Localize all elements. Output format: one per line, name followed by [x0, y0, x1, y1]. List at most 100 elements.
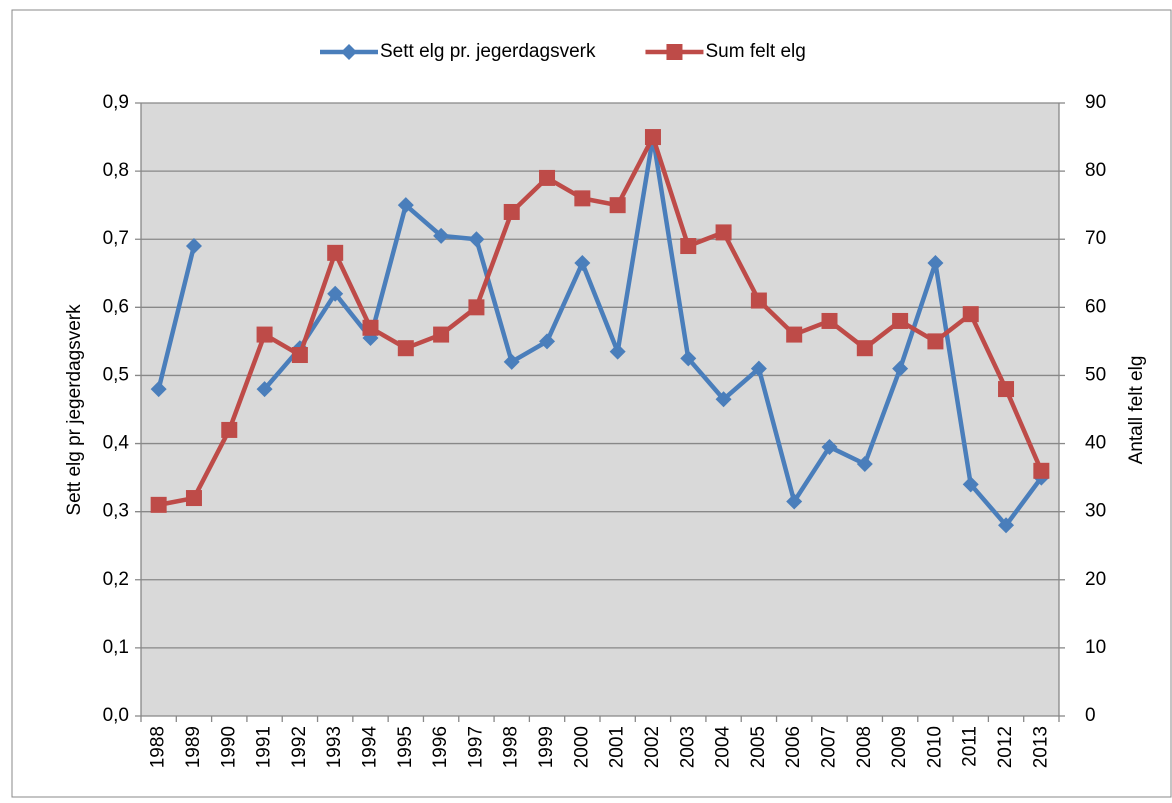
point — [962, 306, 979, 323]
point — [574, 190, 591, 207]
point — [609, 197, 626, 214]
y-tick-label: 0,3 — [103, 501, 129, 522]
point — [609, 343, 626, 360]
point — [256, 381, 273, 398]
point — [680, 238, 697, 255]
x-tick-label: 2002 — [642, 726, 663, 768]
point — [715, 391, 732, 408]
point — [539, 333, 556, 350]
point — [221, 421, 238, 438]
y2-tick-label: 0 — [1085, 705, 1096, 726]
point — [468, 299, 485, 316]
x-tick-label: 2012 — [995, 726, 1016, 768]
point — [185, 238, 202, 255]
point — [750, 292, 767, 309]
x-tick-label: 1994 — [360, 726, 381, 769]
y2-tick-label: 70 — [1085, 228, 1106, 249]
y2-tick-label: 90 — [1085, 92, 1106, 113]
y-tick-label: 0,7 — [103, 228, 129, 249]
point — [150, 496, 167, 513]
x-tick-label: 2011 — [960, 726, 981, 767]
point — [892, 360, 909, 377]
point — [715, 224, 732, 241]
legend-marker — [341, 44, 357, 60]
point — [150, 381, 167, 398]
x-tick-label: 2004 — [713, 726, 734, 769]
point — [503, 203, 520, 220]
point — [821, 312, 838, 329]
x-tick-label: 1996 — [430, 726, 451, 768]
point — [856, 340, 873, 357]
point — [256, 326, 273, 343]
y-tick-label: 0,6 — [103, 296, 129, 317]
y-tick-label: 0,2 — [103, 569, 129, 590]
y-tick-label: 0,1 — [103, 637, 129, 658]
x-tick-label: 1998 — [501, 726, 522, 768]
y-axis-title: Sett elg pr jegerdagsverk — [64, 304, 85, 516]
y-tick-label: 0,9 — [103, 92, 129, 113]
y-tick-label: 0,8 — [103, 160, 129, 181]
point — [962, 476, 979, 493]
point — [998, 381, 1015, 398]
point — [821, 438, 838, 455]
point — [998, 517, 1015, 534]
point — [503, 353, 520, 370]
x-tick-label: 2006 — [783, 726, 804, 768]
x-tick-label: 2000 — [571, 726, 592, 768]
x-tick-label: 1991 — [254, 726, 275, 768]
point — [327, 285, 344, 302]
y-tick-label: 0,5 — [103, 364, 129, 385]
point — [433, 326, 450, 343]
x-tick-label: 1997 — [465, 726, 486, 768]
x-tick-label: 1999 — [536, 726, 557, 768]
x-tick-label: 2007 — [819, 726, 840, 768]
x-tick-label: 2001 — [607, 726, 628, 768]
point — [1033, 462, 1050, 479]
y-tick-label: 0,4 — [103, 433, 130, 454]
x-tick-label: 2003 — [677, 726, 698, 768]
x-tick-label: 2005 — [748, 726, 769, 768]
point — [397, 340, 414, 357]
point — [927, 333, 944, 350]
x-tick-label: 1988 — [148, 726, 169, 768]
x-tick-label: 2010 — [924, 726, 945, 768]
point — [433, 227, 450, 244]
y2-tick-label: 10 — [1085, 637, 1106, 658]
y2-tick-label: 30 — [1085, 501, 1106, 522]
point — [185, 490, 202, 507]
point — [644, 129, 661, 146]
x-tick-label: 1989 — [183, 726, 204, 768]
point — [680, 350, 697, 367]
y2-tick-label: 40 — [1085, 433, 1106, 454]
point — [927, 255, 944, 272]
x-tick-label: 1995 — [395, 726, 416, 768]
point — [750, 360, 767, 377]
point — [468, 231, 485, 248]
point — [327, 244, 344, 261]
point — [291, 347, 308, 364]
x-tick-label: 2009 — [889, 726, 910, 768]
point — [539, 169, 556, 186]
legend-label: Sum felt elg — [705, 41, 805, 62]
point — [856, 455, 873, 472]
y2-tick-label: 50 — [1085, 364, 1106, 385]
y2-tick-label: 80 — [1085, 160, 1106, 181]
plot-area — [141, 103, 1059, 716]
legend-label: Sett elg pr. jegerdagsverk — [380, 41, 596, 62]
x-tick-label: 2008 — [854, 726, 875, 768]
x-tick-label: 1990 — [218, 726, 239, 768]
x-tick-label: 1992 — [289, 726, 310, 768]
x-tick-label: 1993 — [324, 726, 345, 768]
point — [574, 255, 591, 272]
point — [362, 319, 379, 336]
x-tick-label: 2013 — [1030, 726, 1051, 768]
point — [892, 312, 909, 329]
y-tick-label: 0,0 — [103, 705, 129, 726]
y2-tick-label: 20 — [1085, 569, 1106, 590]
point — [397, 197, 414, 214]
y2-axis-title: Antall felt elg — [1126, 356, 1147, 465]
point — [786, 326, 803, 343]
legend-marker — [666, 44, 683, 60]
